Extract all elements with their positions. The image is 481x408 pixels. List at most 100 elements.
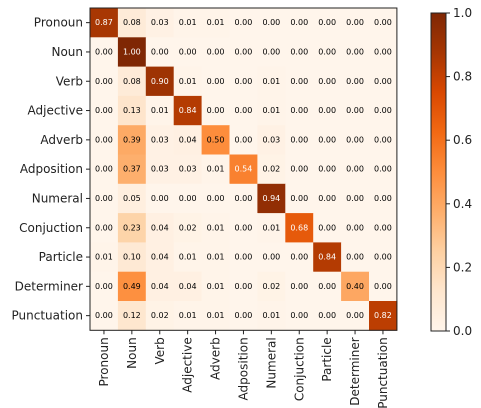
heatmap-cell-9-6 — [257, 271, 286, 302]
cell-value-label-10-10: 0.82 — [374, 311, 392, 320]
heatmap-cell-3-9 — [341, 95, 370, 126]
heatmap-cell-0-0 — [90, 8, 119, 38]
heatmap-cell-5-6 — [257, 154, 286, 185]
cell-value-label-10-0: 0.00 — [95, 311, 113, 320]
cell-value-label-7-10: 0.00 — [374, 223, 392, 232]
cell-value-label-8-4: 0.01 — [207, 253, 225, 262]
cell-value-label-5-1: 0.37 — [123, 165, 141, 174]
heatmap-cell-1-3 — [173, 37, 202, 67]
heatmap-cell-3-7 — [285, 95, 314, 126]
cell-value-label-8-6: 0.00 — [262, 253, 280, 262]
heatmap-cell-2-7 — [285, 66, 314, 97]
cell-value-label-6-3: 0.00 — [179, 194, 197, 203]
cell-value-label-5-4: 0.01 — [207, 165, 225, 174]
colorbar-tick-label: 0.8 — [453, 70, 472, 84]
cell-value-label-6-4: 0.00 — [207, 194, 225, 203]
cell-value-label-10-5: 0.00 — [235, 311, 253, 320]
cell-value-label-3-7: 0.00 — [290, 106, 308, 115]
heatmap-cell-8-3 — [173, 242, 202, 273]
column-tick-label: Determiner — [348, 337, 362, 405]
heatmap-cell-0-10 — [369, 8, 398, 38]
heatmap-cell-4-2 — [145, 125, 175, 155]
cell-value-label-6-2: 0.00 — [151, 194, 169, 203]
colorbar-tick-label: 0.0 — [453, 324, 472, 338]
heatmap-cell-0-7 — [285, 8, 314, 38]
column-tick-label: Punctuation — [376, 337, 390, 408]
heatmap-cell-3-6 — [257, 95, 286, 126]
cell-value-label-0-3: 0.01 — [179, 18, 197, 27]
heatmap-cell-6-1 — [117, 183, 147, 214]
heatmap-cell-7-8 — [313, 213, 342, 243]
colorbar-tick-label: 0.4 — [453, 197, 472, 211]
cell-value-label-6-0: 0.00 — [95, 194, 113, 203]
cell-value-label-4-2: 0.03 — [151, 135, 169, 144]
row-tick-label: Adposition — [20, 162, 83, 176]
row-tick-label: Verb — [56, 74, 83, 88]
heatmap-cell-1-2 — [145, 37, 175, 67]
heatmap-cell-7-7 — [285, 213, 314, 243]
cell-value-label-8-9: 0.00 — [346, 253, 364, 262]
row-tick-label: Pronoun — [34, 16, 83, 30]
cell-value-label-9-1: 0.49 — [123, 282, 141, 291]
cell-value-label-0-4: 0.01 — [207, 18, 225, 27]
heatmap-cell-9-5 — [229, 271, 258, 302]
heatmap-cell-4-9 — [341, 125, 370, 155]
cell-value-label-8-7: 0.00 — [290, 253, 308, 262]
cell-value-label-9-4: 0.01 — [207, 282, 225, 291]
row-tick-label: Particle — [39, 250, 83, 264]
cell-value-label-3-6: 0.01 — [262, 106, 280, 115]
heatmap-cell-7-5 — [229, 213, 258, 243]
heatmap-cell-9-4 — [201, 271, 230, 302]
cell-value-label-9-9: 0.40 — [346, 282, 364, 291]
heatmap-cell-10-6 — [257, 301, 286, 331]
cell-value-label-2-2: 0.90 — [151, 77, 169, 86]
cell-value-label-0-5: 0.00 — [235, 18, 253, 27]
heatmap-cell-1-8 — [313, 37, 342, 67]
heatmap-cell-1-0 — [90, 37, 119, 67]
cell-value-label-6-9: 0.00 — [346, 194, 364, 203]
heatmap-cell-0-2 — [145, 8, 175, 38]
cell-value-label-7-3: 0.02 — [179, 223, 197, 232]
colorbar-tick-labels: 0.0 0.2 0.4 0.6 0.8 1.0 — [446, 6, 472, 338]
colorbar-tick-label: 0.2 — [453, 260, 472, 274]
cell-value-label-9-10: 0.00 — [374, 282, 392, 291]
cell-value-label-10-9: 0.00 — [346, 311, 364, 320]
column-tick-label: Conjuction — [292, 337, 306, 401]
cell-value-label-1-9: 0.00 — [346, 47, 364, 56]
heatmap-cell-8-6 — [257, 242, 286, 273]
cell-value-label-5-7: 0.00 — [290, 165, 308, 174]
heatmap-cell-2-5 — [229, 66, 258, 97]
heatmap-cell-3-1 — [117, 95, 147, 126]
cell-value-label-10-7: 0.00 — [290, 311, 308, 320]
heatmap-cell-0-6 — [257, 8, 286, 38]
cell-value-label-1-8: 0.00 — [318, 47, 336, 56]
cell-value-label-5-3: 0.03 — [179, 165, 197, 174]
row-tick-label: Conjuction — [19, 221, 83, 235]
heatmap-cell-5-10 — [369, 154, 398, 185]
cell-value-label-2-5: 0.00 — [235, 77, 253, 86]
heatmap-cell-7-10 — [369, 213, 398, 243]
heatmap-cell-6-9 — [341, 183, 370, 214]
heatmap-cell-0-5 — [229, 8, 258, 38]
cell-value-label-2-1: 0.08 — [123, 77, 141, 86]
cell-value-label-0-1: 0.08 — [123, 18, 141, 27]
cell-value-label-5-0: 0.00 — [95, 165, 113, 174]
heatmap-cell-9-0 — [90, 271, 119, 302]
cell-value-label-1-5: 0.00 — [235, 47, 253, 56]
heatmap-cell-10-1 — [117, 301, 147, 331]
heatmap-cell-5-2 — [145, 154, 175, 185]
heatmap-cell-7-0 — [90, 213, 119, 243]
heatmap-cell-4-4 — [201, 125, 230, 155]
heatmap-cell-2-0 — [90, 66, 119, 97]
heatmap-cell-6-8 — [313, 183, 342, 214]
colorbar — [430, 12, 447, 332]
heatmap-cell-0-8 — [313, 8, 342, 38]
heatmap-cell-10-3 — [173, 301, 202, 331]
cell-value-label-0-0: 0.87 — [95, 18, 113, 27]
cell-value-label-1-6: 0.00 — [262, 47, 280, 56]
cell-value-label-6-7: 0.00 — [290, 194, 308, 203]
heatmap-cell-2-6 — [257, 66, 286, 97]
heatmap-cell-6-0 — [90, 183, 119, 214]
heatmap-cell-8-8 — [313, 242, 342, 273]
cell-value-label-9-2: 0.04 — [151, 282, 169, 291]
